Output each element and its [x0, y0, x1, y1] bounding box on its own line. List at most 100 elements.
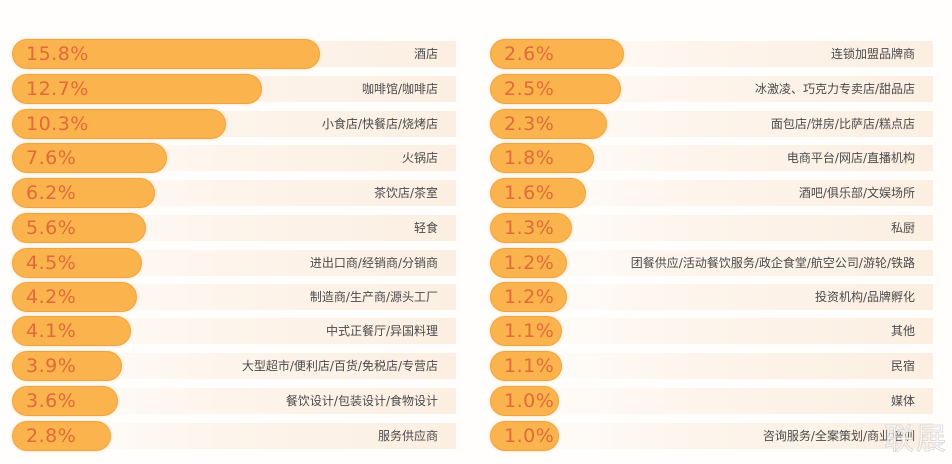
category-label: 私厨: [890, 221, 915, 235]
row-background: [510, 215, 933, 241]
bar-row: 1.2% 投资机构/品牌孵化: [490, 282, 933, 312]
bar: [12, 282, 137, 312]
percentage-value: 1.3%: [504, 217, 555, 239]
row-background: [510, 318, 933, 344]
bar-row: 12.7% 咖啡馆/咖啡店: [12, 74, 456, 104]
bar-row: 2.8% 服务供应商: [12, 421, 456, 451]
percentage-value: 2.6%: [504, 43, 555, 65]
category-label: 大型超市/便利店/百货/免税店/专营店: [241, 359, 438, 373]
bar: [490, 109, 607, 139]
bar-row: 4.1% 中式正餐厅/异国料理: [12, 316, 456, 346]
bar: [12, 316, 131, 346]
bar-row: 1.3% 私厨: [490, 213, 933, 243]
percentage-value: 1.8%: [504, 147, 555, 169]
bar: [12, 213, 146, 243]
percentage-value: 1.0%: [504, 390, 555, 412]
percentage-value: 1.1%: [504, 355, 555, 377]
bar-row: 2.5% 冰激凌、巧克力专卖店/甜品店: [490, 74, 933, 104]
watermark: 联展: [884, 422, 948, 458]
bar: [12, 74, 262, 104]
category-label: 民宿: [890, 359, 915, 373]
percentage-value: 1.0%: [504, 425, 555, 447]
row-background: [510, 423, 933, 449]
percentage-value: 2.5%: [504, 78, 555, 100]
percentage-value: 7.6%: [26, 147, 77, 169]
percentage-value: 4.2%: [26, 286, 77, 308]
category-label: 酒吧/俱乐部/文娱场所: [798, 186, 915, 200]
bar: [490, 143, 594, 173]
percentage-value: 1.2%: [504, 252, 555, 274]
bar-row: 1.1% 民宿: [490, 351, 933, 381]
category-label: 制造商/生产商/源头工厂: [309, 290, 438, 304]
percentage-value: 4.1%: [26, 320, 77, 342]
bar-row: 4.5% 进出口商/经销商/分销商: [12, 248, 456, 278]
percentage-value: 15.8%: [26, 43, 89, 65]
bar: [12, 39, 320, 69]
category-label: 团餐供应/活动餐饮服务/政企食堂/航空公司/游轮/铁路: [630, 256, 915, 270]
percentage-value: 3.6%: [26, 390, 77, 412]
bar-row: 7.6% 火锅店: [12, 143, 456, 173]
category-label: 投资机构/品牌孵化: [814, 290, 915, 304]
bar: [490, 248, 567, 278]
bar: [12, 351, 122, 381]
percentage-value: 2.3%: [504, 113, 555, 135]
percentage-value: 6.2%: [26, 182, 77, 204]
bar-row: 3.9% 大型超市/便利店/百货/免税店/专营店: [12, 351, 456, 381]
category-label: 小食店/快餐店/烧烤店: [321, 117, 438, 131]
percentage-value: 3.9%: [26, 355, 77, 377]
category-label: 服务供应商: [377, 429, 438, 443]
bar: [12, 178, 155, 208]
category-label: 轻食: [413, 221, 438, 235]
bar-row: 2.3% 面包店/饼房/比萨店/糕点店: [490, 109, 933, 139]
bar: [12, 248, 142, 278]
bar: [490, 386, 559, 416]
bar-row: 5.6% 轻食: [12, 213, 456, 243]
category-label: 冰激凌、巧克力专卖店/甜品店: [754, 82, 915, 96]
bar: [490, 178, 586, 208]
percentage-value: 1.6%: [504, 182, 555, 204]
category-label: 咨询服务/全案策划/商业培训: [762, 429, 915, 443]
bar-row: 1.8% 电商平台/网店/直播机构: [490, 143, 933, 173]
bar: [12, 386, 118, 416]
category-label: 餐饮设计/包装设计/食物设计: [285, 394, 438, 408]
bar-row: 6.2% 茶饮店/茶室: [12, 178, 456, 208]
bar-row: 3.6% 餐饮设计/包装设计/食物设计: [12, 386, 456, 416]
bar: [490, 421, 559, 451]
bar: [490, 39, 624, 69]
bar-row: 15.8% 酒店: [12, 39, 456, 69]
bar: [490, 282, 567, 312]
category-label: 面包店/饼房/比萨店/糕点店: [770, 117, 915, 131]
row-background: [510, 353, 933, 379]
category-label: 进出口商/经销商/分销商: [309, 256, 438, 270]
bar-row: 1.1% 其他: [490, 316, 933, 346]
percentage-value: 4.5%: [26, 252, 77, 274]
bar-row: 1.6% 酒吧/俱乐部/文娱场所: [490, 178, 933, 208]
bar: [490, 213, 572, 243]
category-label: 连锁加盟品牌商: [830, 47, 915, 61]
category-label: 媒体: [890, 394, 915, 408]
percentage-value: 10.3%: [26, 113, 89, 135]
bar-row: 1.0% 媒体: [490, 386, 933, 416]
category-label: 中式正餐厅/异国料理: [325, 324, 438, 338]
bar-row: 2.6% 连锁加盟品牌商: [490, 39, 933, 69]
row-background: [510, 284, 933, 310]
percentage-value: 1.2%: [504, 286, 555, 308]
percentage-value: 2.8%: [26, 425, 77, 447]
bar: [12, 421, 111, 451]
bar-row: 1.2% 团餐供应/活动餐饮服务/政企食堂/航空公司/游轮/铁路: [490, 248, 933, 278]
category-label: 酒店: [413, 47, 438, 61]
percentage-value: 1.1%: [504, 320, 555, 342]
category-label: 火锅店: [401, 151, 438, 165]
bar: [490, 351, 562, 381]
bar: [490, 74, 621, 104]
category-label: 电商平台/网店/直播机构: [786, 151, 915, 165]
category-label: 茶饮店/茶室: [373, 186, 438, 200]
bar: [12, 109, 226, 139]
bar: [12, 143, 167, 173]
percentage-value: 12.7%: [26, 78, 89, 100]
category-label: 咖啡馆/咖啡店: [361, 82, 438, 96]
percentage-value: 5.6%: [26, 217, 77, 239]
bar: [490, 316, 562, 346]
row-background: [510, 388, 933, 414]
row-background: [510, 250, 933, 276]
